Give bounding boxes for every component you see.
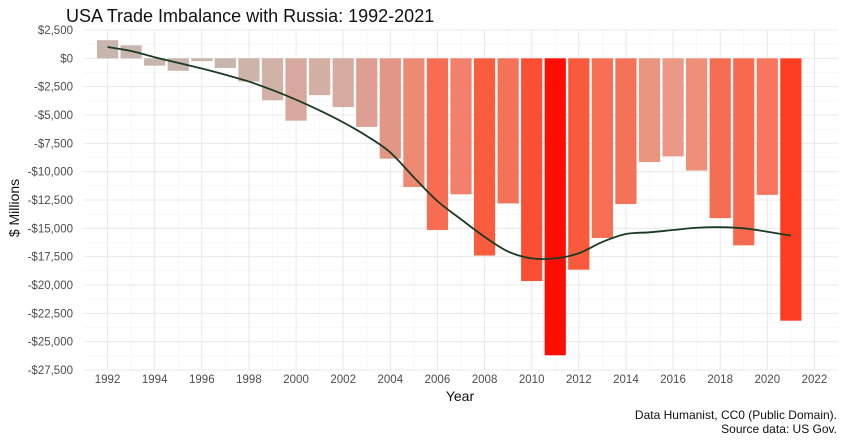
bar-2005 bbox=[403, 58, 425, 187]
x-tick-label: 1998 bbox=[236, 374, 262, 386]
x-tick-label: 1996 bbox=[189, 374, 215, 386]
y-tick-label: -$22,500 bbox=[28, 308, 73, 320]
bar-2010 bbox=[521, 58, 543, 282]
x-tick-label: 2002 bbox=[330, 374, 356, 386]
caption: Data Humanist, CC0 (Public Domain). Sour… bbox=[635, 408, 837, 436]
x-tick-label: 1992 bbox=[95, 374, 121, 386]
bar-2013 bbox=[591, 58, 613, 238]
x-tick-label: 2016 bbox=[660, 374, 686, 386]
bar-1992 bbox=[96, 40, 119, 59]
y-tick-label: $0 bbox=[60, 53, 73, 65]
bar-2017 bbox=[686, 58, 708, 171]
trend-line bbox=[107, 46, 792, 261]
x-tick-label: 2000 bbox=[283, 374, 309, 386]
x-axis-title: Year bbox=[446, 388, 475, 404]
y-tick-label: -$25,000 bbox=[28, 337, 73, 349]
bar-2021 bbox=[780, 58, 802, 321]
bar-1998 bbox=[238, 58, 260, 82]
bar-2012 bbox=[568, 58, 590, 270]
x-tick-label: 2020 bbox=[755, 374, 781, 386]
chart-title: USA Trade Imbalance with Russia: 1992-20… bbox=[66, 6, 435, 26]
y-tick-label: -$5,000 bbox=[34, 110, 73, 122]
bar-1996 bbox=[191, 58, 213, 62]
bar-2015 bbox=[638, 58, 661, 163]
bar-1999 bbox=[261, 58, 284, 101]
bar-2008 bbox=[473, 58, 496, 256]
y-tick-label: -$15,000 bbox=[28, 223, 73, 235]
bar-2000 bbox=[285, 58, 307, 121]
bar-2001 bbox=[309, 58, 331, 96]
bar-2011 bbox=[544, 58, 566, 356]
caption-line-license: Data Humanist, CC0 (Public Domain). bbox=[634, 408, 837, 422]
x-tick-label: 2012 bbox=[566, 374, 592, 386]
y-tick-label: $2,500 bbox=[38, 25, 73, 37]
bar-2006 bbox=[426, 58, 449, 231]
bars bbox=[96, 40, 802, 356]
bar-2003 bbox=[356, 58, 378, 127]
bar-2009 bbox=[497, 58, 519, 204]
bar-2019 bbox=[733, 58, 755, 246]
x-tick-label: 1994 bbox=[142, 374, 168, 386]
x-tick-label: 2018 bbox=[707, 374, 733, 386]
x-tick-label: 2008 bbox=[472, 374, 498, 386]
bar-1994 bbox=[144, 58, 166, 66]
bar-2020 bbox=[756, 58, 778, 195]
x-tick-label: 2022 bbox=[802, 374, 828, 386]
y-tick-labels: $2,500 $0 -$2,500 -$5,000 -$7,500 -$10,000 -$1… bbox=[28, 25, 73, 377]
bar-2014 bbox=[615, 58, 637, 204]
y-tick-label: -$27,500 bbox=[28, 365, 73, 377]
x-tick-labels: 1992 1994 1996 1998 2000 2002 2004 2006 2008 2010… bbox=[95, 374, 827, 386]
bar-2002 bbox=[332, 58, 354, 108]
trend bbox=[107, 46, 792, 261]
x-tick-label: 2010 bbox=[519, 374, 545, 386]
bar-1997 bbox=[214, 58, 236, 68]
y-tick-label: -$7,500 bbox=[34, 138, 73, 150]
y-tick-label: -$20,000 bbox=[28, 280, 73, 292]
x-tick-label: 2006 bbox=[425, 374, 451, 386]
caption-line-source: Source data: US Gov. bbox=[721, 422, 837, 436]
bar-2007 bbox=[450, 58, 472, 195]
y-tick-label: -$17,500 bbox=[28, 252, 73, 264]
x-tick-label: 2004 bbox=[378, 374, 404, 386]
y-tick-label: -$12,500 bbox=[28, 195, 73, 207]
y-tick-label: -$10,000 bbox=[28, 167, 73, 179]
y-tick-label: -$2,500 bbox=[34, 82, 73, 94]
x-tick-label: 2014 bbox=[613, 374, 639, 386]
bar-2018 bbox=[709, 58, 731, 219]
y-axis-title: $ Millions bbox=[6, 179, 22, 237]
bar-2016 bbox=[662, 58, 684, 157]
bar-2004 bbox=[379, 58, 401, 159]
